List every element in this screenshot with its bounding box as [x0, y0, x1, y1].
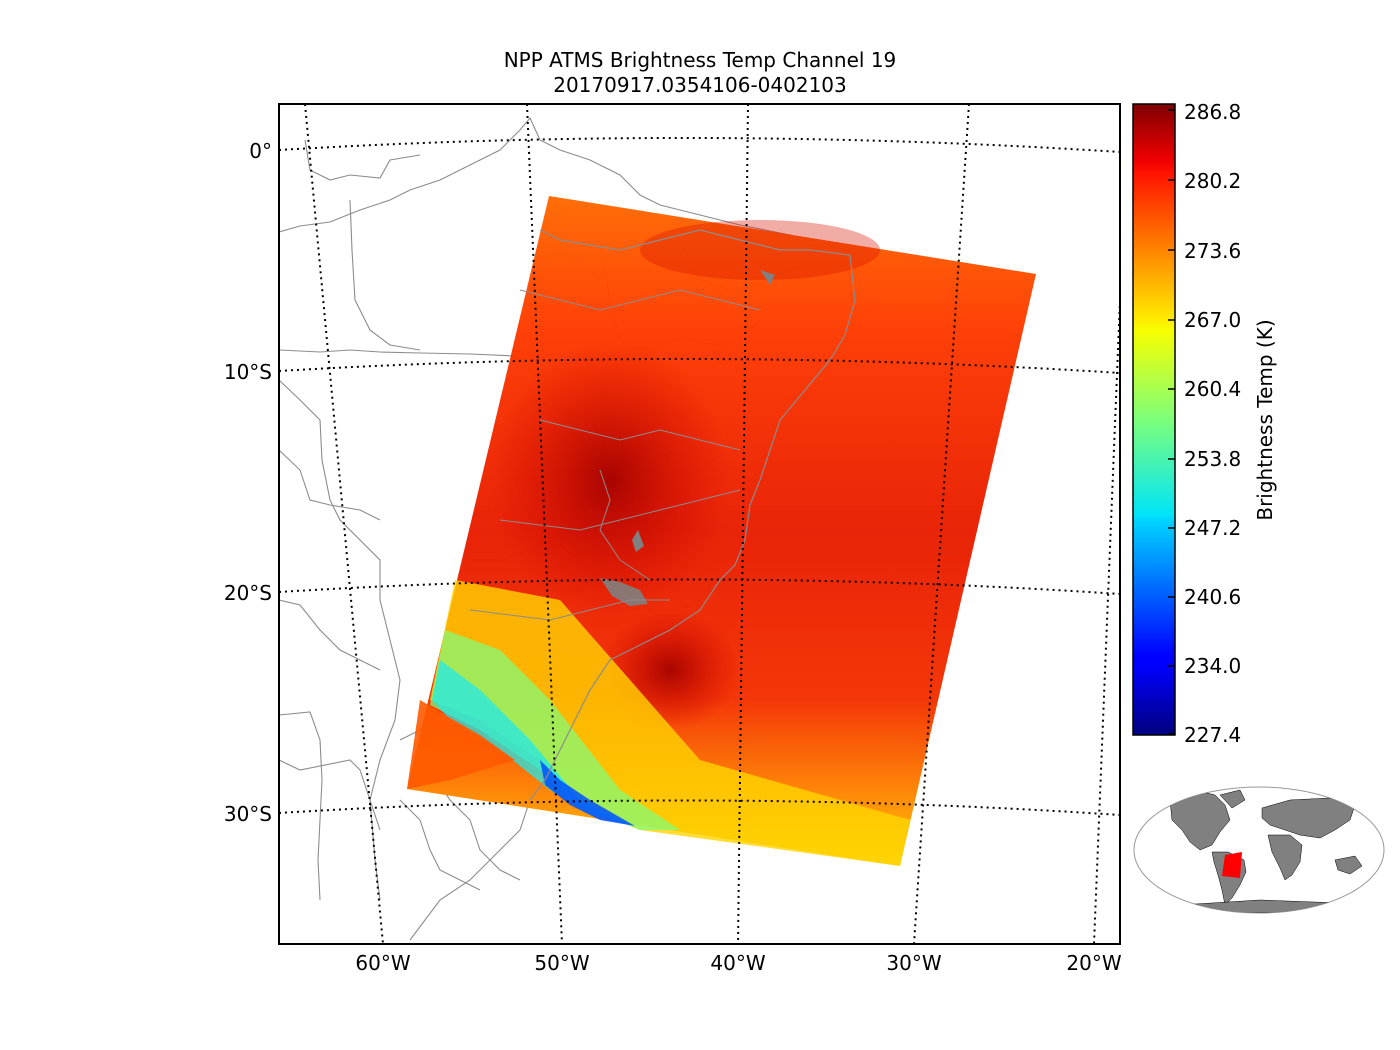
graticule: [279, 104, 1120, 944]
brightness-temp-swath: [407, 196, 1036, 866]
colorbar-tick: 267.0: [1184, 308, 1241, 332]
lon-label-40w: 40°W: [710, 951, 765, 975]
colorbar-label: Brightness Temp (K): [1253, 319, 1277, 520]
lat-label-0: 0°: [249, 139, 272, 163]
globe-inset-map: [1133, 786, 1385, 914]
colorbar-gradient: [1132, 103, 1176, 736]
colorbar-tick: 234.0: [1184, 654, 1241, 678]
colorbar-tick: 286.8: [1184, 100, 1241, 124]
colorbar-tick: 247.2: [1184, 516, 1241, 540]
lon-label-50w: 50°W: [534, 951, 589, 975]
lat-label-10s: 10°S: [224, 360, 272, 384]
map-subtitle-time-range: 20170917.0354106-0402103: [553, 73, 847, 97]
colorbar-tick: 227.4: [1184, 723, 1241, 747]
colorbar-tick: 260.4: [1184, 377, 1241, 401]
lon-label-60w: 60°W: [355, 951, 410, 975]
lon-label-20w: 20°W: [1066, 951, 1121, 975]
colorbar-tick: 280.2: [1184, 169, 1241, 193]
map-title: NPP ATMS Brightness Temp Channel 19: [503, 48, 897, 72]
lat-label-30s: 30°S: [224, 802, 272, 826]
map-frame: [278, 103, 1121, 945]
lat-label-20s: 20°S: [224, 581, 272, 605]
inset-swath-footprint: [1222, 852, 1242, 878]
colorbar-tick: 240.6: [1184, 585, 1241, 609]
lon-label-30w: 30°W: [886, 951, 941, 975]
main-map: [279, 104, 1120, 944]
colorbar-tick: 253.8: [1184, 447, 1241, 471]
colorbar: 286.8 280.2 273.6 267.0 260.4 253.8 247.…: [1132, 100, 1277, 747]
colorbar-tick: 273.6: [1184, 239, 1241, 263]
